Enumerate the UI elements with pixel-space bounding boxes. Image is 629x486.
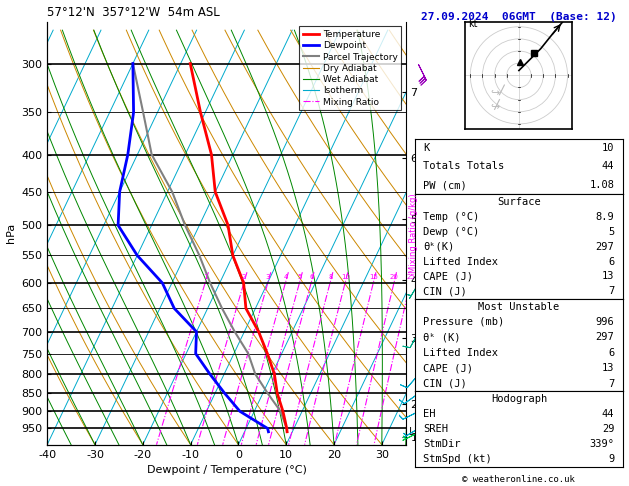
Text: 10: 10 [602,143,615,153]
Text: θᵏ(K): θᵏ(K) [423,242,455,252]
Text: 57°12'N  357°12'W  54m ASL: 57°12'N 357°12'W 54m ASL [47,6,220,19]
Text: Hodograph: Hodograph [491,394,547,404]
Text: ↪: ↪ [490,87,499,97]
Text: Dewp (°C): Dewp (°C) [423,226,480,237]
Text: SREH: SREH [423,424,448,434]
Text: 13: 13 [602,272,615,281]
Text: 7: 7 [608,379,615,388]
Text: 3: 3 [266,274,270,280]
Text: 6: 6 [608,257,615,267]
Text: © weatheronline.co.uk: © weatheronline.co.uk [462,474,576,484]
Text: θᵏ (K): θᵏ (K) [423,332,461,342]
Text: 15: 15 [369,274,378,280]
Text: 29: 29 [602,424,615,434]
Text: Mixing Ratio (g/kg): Mixing Ratio (g/kg) [409,193,418,273]
Text: 1.08: 1.08 [589,180,615,190]
Text: 5: 5 [298,274,302,280]
Text: CAPE (J): CAPE (J) [423,363,474,373]
Text: Most Unstable: Most Unstable [478,302,560,312]
Text: StmSpd (kt): StmSpd (kt) [423,454,493,464]
Text: 25: 25 [406,274,415,280]
Text: 4: 4 [284,274,288,280]
Text: 339°: 339° [589,439,615,449]
Y-axis label: hPa: hPa [6,223,16,243]
Text: 996: 996 [596,317,615,327]
Text: 44: 44 [602,161,615,172]
Text: Lifted Index: Lifted Index [423,257,498,267]
Text: CAPE (J): CAPE (J) [423,272,474,281]
Text: EH: EH [423,409,436,419]
X-axis label: Dewpoint / Temperature (°C): Dewpoint / Temperature (°C) [147,465,306,475]
Text: 5: 5 [608,226,615,237]
Text: 6: 6 [309,274,314,280]
Text: Lifted Index: Lifted Index [423,348,498,358]
Text: Surface: Surface [497,197,541,207]
Text: 297: 297 [596,332,615,342]
Text: 7: 7 [608,286,615,296]
Text: PW (cm): PW (cm) [423,180,467,190]
Text: 8: 8 [328,274,333,280]
Text: Temp (°C): Temp (°C) [423,212,480,222]
Y-axis label: km
ASL: km ASL [420,223,442,244]
Text: StmDir: StmDir [423,439,461,449]
Text: Totals Totals: Totals Totals [423,161,504,172]
Text: LCL: LCL [406,427,426,437]
Text: 2: 2 [242,274,247,280]
Text: 8.9: 8.9 [596,212,615,222]
Text: 20: 20 [390,274,399,280]
Text: ↪: ↪ [490,102,499,111]
Text: K: K [423,143,430,153]
Text: 44: 44 [602,409,615,419]
Legend: Temperature, Dewpoint, Parcel Trajectory, Dry Adiabat, Wet Adiabat, Isotherm, Mi: Temperature, Dewpoint, Parcel Trajectory… [299,26,401,110]
Text: 1: 1 [203,274,208,280]
Text: CIN (J): CIN (J) [423,379,467,388]
Text: Pressure (mb): Pressure (mb) [423,317,504,327]
Text: 6: 6 [608,348,615,358]
Text: kt: kt [468,19,477,29]
Text: 27.09.2024  06GMT  (Base: 12): 27.09.2024 06GMT (Base: 12) [421,12,617,22]
Text: 13: 13 [602,363,615,373]
Text: CIN (J): CIN (J) [423,286,467,296]
Text: 297: 297 [596,242,615,252]
Text: 10: 10 [341,274,350,280]
Text: 9: 9 [608,454,615,464]
